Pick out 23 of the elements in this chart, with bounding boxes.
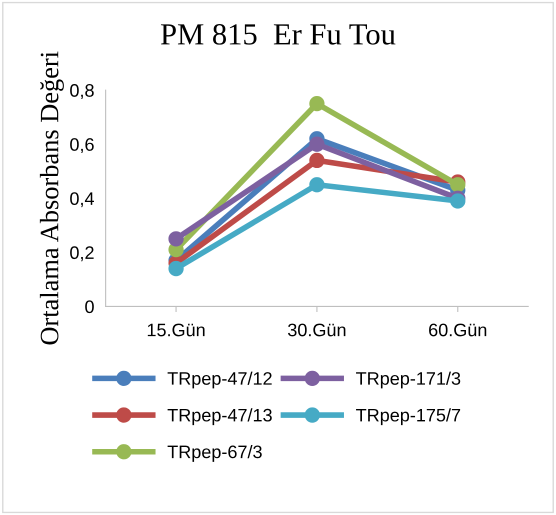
point <box>450 193 466 209</box>
point <box>309 136 325 152</box>
point <box>309 152 325 168</box>
chart-title: PM 815 Er Fu Tou <box>160 24 396 45</box>
x-tick-label: 60.Gün <box>429 324 486 336</box>
point <box>309 96 325 112</box>
y-tick-label: 0,8 <box>70 84 94 99</box>
point <box>168 260 184 276</box>
y-axis-title: Ortalama Absorbans Değeri <box>40 51 64 344</box>
legend-label: TRpep-47/12 <box>168 372 272 388</box>
y-tick-label: 0,2 <box>70 246 94 262</box>
legend-label: TRpep-47/13 <box>168 408 272 426</box>
legend-label: TRpep-67/3 <box>168 444 262 462</box>
point <box>309 177 325 192</box>
y-tick-label: 0 <box>85 300 94 314</box>
y-tick-label: 0,6 <box>70 138 94 154</box>
point <box>450 177 466 192</box>
x-tick-label: 30.Gün <box>288 324 346 336</box>
point <box>168 231 184 246</box>
y-tick-label: 0,4 <box>70 192 94 208</box>
legend-label: TRpep-175/7 <box>356 408 460 426</box>
legend-label: TRpep-171/3 <box>356 372 460 388</box>
x-tick-label: 15.Gün <box>148 324 205 336</box>
